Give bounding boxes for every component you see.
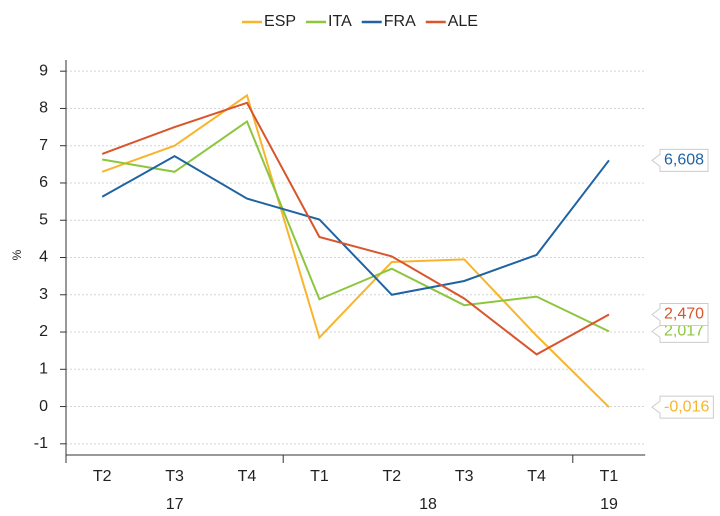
y-tick-label: -1 (34, 435, 48, 452)
legend-label: ESP (264, 13, 296, 30)
y-tick-label: 2 (39, 323, 48, 340)
x-tick-label: T2 (93, 468, 112, 485)
x-tick-label: T3 (455, 468, 474, 485)
legend: ESP ITA FRA ALE (242, 13, 478, 30)
legend-label: ITA (328, 13, 352, 30)
value-label: -0,016 (651, 395, 714, 419)
line (101, 93, 610, 408)
x-tick-label: T1 (310, 468, 329, 485)
value-label-box (651, 148, 709, 172)
value-label-text: 6,608 (664, 152, 704, 169)
x-tick-label: T2 (382, 468, 401, 485)
x-group-label: 19 (600, 496, 618, 513)
x-tick-label: T1 (600, 468, 619, 485)
y-tick-label: 1 (39, 361, 48, 378)
x-group-label: 17 (166, 496, 184, 513)
x-tick-label: T3 (165, 468, 184, 485)
value-label-box (651, 303, 709, 327)
x-tick-label: T4 (527, 468, 546, 485)
value-label: 6,608 (651, 148, 709, 172)
y-tick-label: 8 (39, 100, 48, 117)
y-tick-label: 3 (39, 286, 48, 303)
legend-label: FRA (384, 13, 416, 30)
line (101, 154, 610, 296)
y-tick-label: 4 (39, 249, 48, 266)
y-axis-label: % (10, 249, 24, 260)
line (101, 101, 610, 356)
y-tick-label: 5 (39, 211, 48, 228)
value-label-text: -0,016 (664, 398, 709, 415)
legend-label: ALE (448, 13, 478, 30)
y-tick-label: 9 (39, 62, 48, 79)
value-label-text: 2,470 (664, 306, 704, 323)
y-tick-label: 7 (39, 137, 48, 154)
value-label-box (651, 395, 714, 419)
x-group-label: 18 (419, 496, 437, 513)
value-label-text: 2,017 (664, 323, 704, 340)
y-tick-label: 0 (39, 398, 48, 415)
value-label: 2,470 (651, 303, 709, 327)
y-tick-label: 6 (39, 174, 48, 191)
x-tick-label: T4 (238, 468, 257, 485)
